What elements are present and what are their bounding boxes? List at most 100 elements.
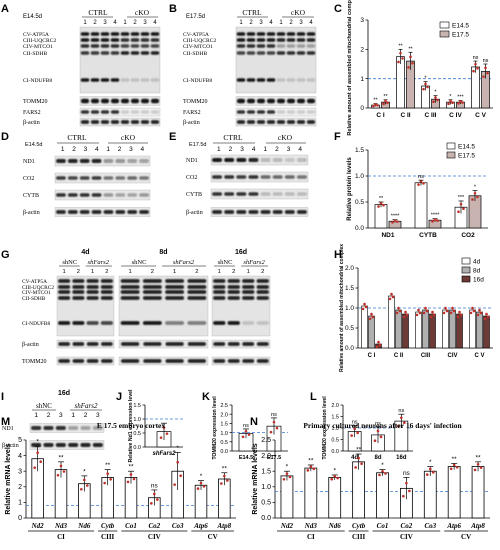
- band: [213, 359, 226, 363]
- band: [72, 342, 85, 346]
- band: [150, 98, 160, 104]
- data-point: [486, 315, 490, 319]
- band: [224, 192, 235, 196]
- blot-strip: [118, 275, 209, 337]
- band: [187, 359, 206, 363]
- group-label: CI: [307, 533, 315, 541]
- band: [276, 98, 286, 104]
- lane-number: 2: [289, 20, 293, 26]
- band: [276, 44, 286, 48]
- band: [58, 290, 71, 294]
- data-point: [159, 436, 163, 439]
- band: [110, 38, 120, 42]
- band: [242, 321, 255, 325]
- lane-number: 2: [229, 146, 233, 153]
- y-axis-label: Relative protein levels: [347, 157, 353, 221]
- data-point: [479, 466, 483, 469]
- band: [266, 78, 276, 82]
- band: [120, 296, 140, 300]
- band: [212, 175, 223, 179]
- data-point: [353, 427, 356, 430]
- band: [256, 285, 269, 289]
- group1-label: CTRL: [88, 8, 108, 17]
- band: [248, 192, 259, 196]
- data-point: [473, 191, 477, 195]
- band: [80, 44, 90, 48]
- data-point: [401, 57, 404, 60]
- y-tick-label: 2: [18, 484, 22, 491]
- blot-strip: [211, 356, 271, 366]
- band: [306, 98, 316, 104]
- lane-number: 2: [261, 269, 264, 275]
- band: [187, 290, 207, 294]
- data-point: [469, 311, 473, 315]
- data-point: [179, 474, 182, 477]
- complex-label: CV-ATP5A: [22, 279, 47, 285]
- band: [140, 110, 150, 114]
- data-point: [382, 102, 385, 106]
- blot-label: β-actin: [183, 120, 200, 126]
- y-tick-label: 1.0: [345, 305, 354, 312]
- data-point: [354, 466, 357, 469]
- lane-number: 4: [153, 20, 157, 26]
- complex-label: CIII-UQCRC2: [183, 38, 216, 44]
- data-point: [404, 310, 407, 314]
- panel-letter: I: [1, 391, 4, 403]
- data-point: [422, 182, 425, 185]
- band: [242, 290, 255, 294]
- band: [272, 175, 283, 179]
- significance-label: *: [381, 462, 384, 469]
- data-point: [417, 183, 420, 186]
- lane-number: 1: [173, 269, 176, 275]
- blot-label: TOMM20: [23, 99, 48, 105]
- lane-number: 1: [123, 20, 127, 26]
- bar: [456, 313, 463, 349]
- data-point: [445, 309, 449, 313]
- band: [143, 359, 162, 363]
- bar: [476, 311, 483, 349]
- band: [284, 158, 295, 162]
- data-point: [484, 66, 487, 70]
- data-point: [374, 103, 377, 106]
- significance-label: *: [286, 464, 289, 471]
- x-tick-label: E17.5: [267, 455, 281, 461]
- band: [55, 443, 66, 447]
- data-point: [449, 467, 453, 471]
- group1-label: CTRL: [242, 8, 262, 17]
- data-point: [36, 451, 39, 455]
- band: [150, 78, 160, 82]
- data-point: [457, 210, 460, 213]
- group1-label: shNC: [132, 259, 147, 266]
- band: [246, 110, 256, 114]
- data-point: [384, 99, 387, 103]
- chart-m: 0 1 2 3 4 5 Relative mRNA levels E 17.5 embryo …: [5, 421, 236, 541]
- band: [80, 78, 90, 82]
- significance-label: ns: [151, 482, 159, 489]
- data-point: [306, 469, 310, 472]
- data-point: [425, 309, 429, 313]
- band: [72, 285, 85, 289]
- band: [101, 342, 113, 346]
- band: [296, 120, 306, 124]
- band: [140, 78, 150, 82]
- y-tick-label: 0: [18, 515, 22, 522]
- significance-label: *: [424, 76, 427, 82]
- lane-number: 4: [141, 146, 145, 153]
- band: [55, 426, 66, 430]
- y-tick-label: 1.5: [133, 403, 141, 409]
- data-point: [377, 340, 380, 344]
- data-point: [368, 317, 372, 321]
- group1-label: shNC: [218, 259, 233, 266]
- band: [246, 98, 256, 104]
- band: [165, 279, 185, 283]
- bar: [361, 305, 368, 349]
- data-point: [390, 292, 393, 296]
- bar: [429, 313, 436, 349]
- band: [150, 51, 160, 55]
- y-tick-label: 1: [360, 76, 364, 83]
- lane-number: 1: [218, 269, 221, 275]
- x-tick-label: Co3: [172, 522, 184, 530]
